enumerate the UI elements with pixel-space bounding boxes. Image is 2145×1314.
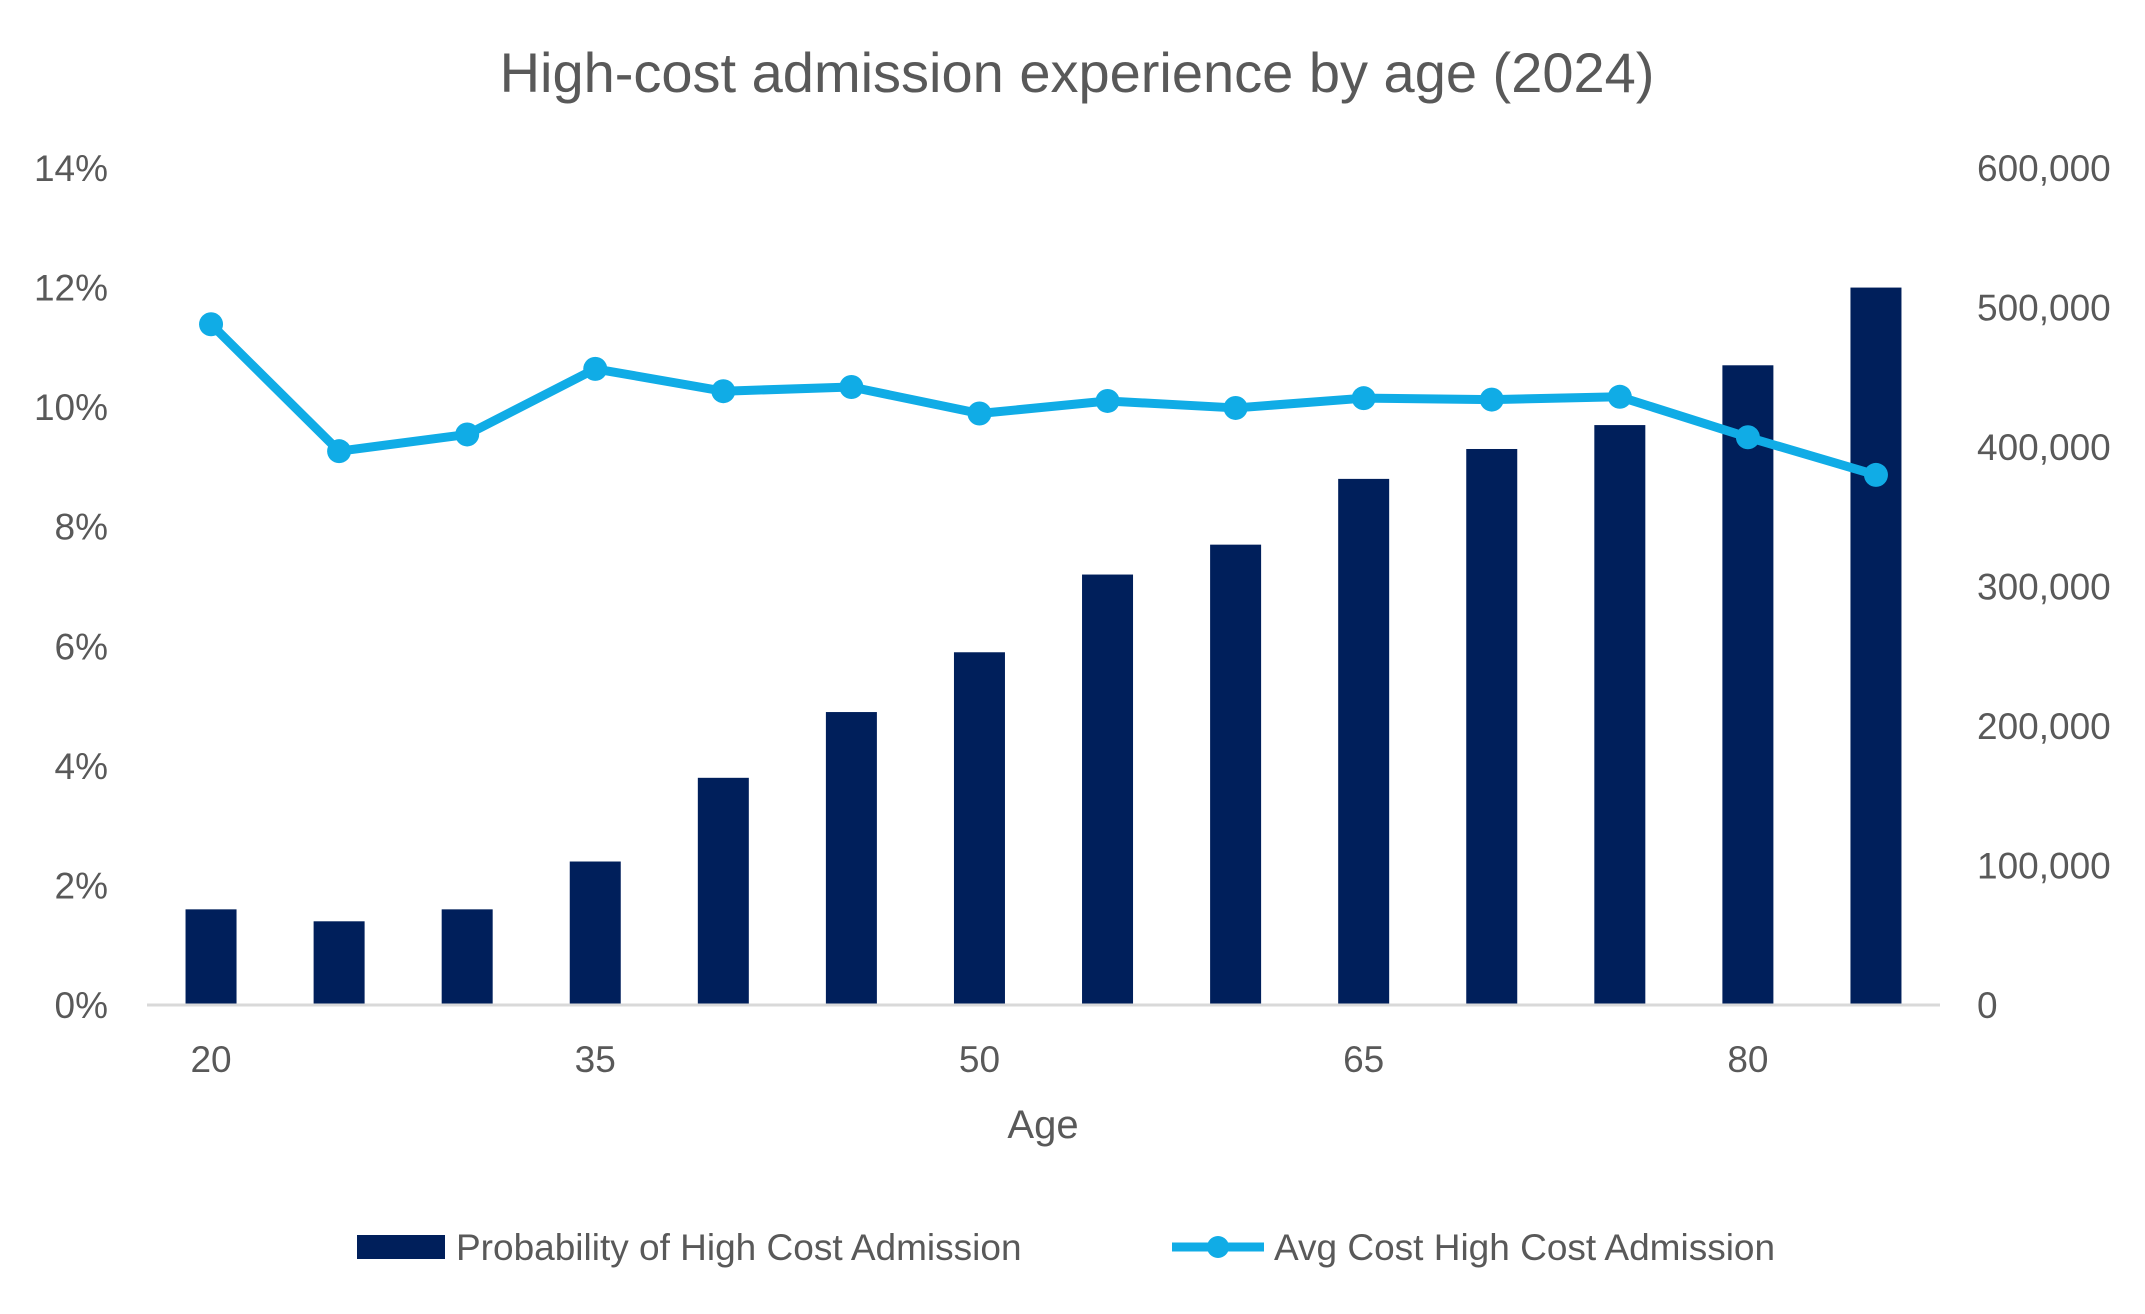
bar [953,652,1005,1005]
bar [185,909,237,1005]
legend-bar-swatch [357,1235,445,1259]
bar [1594,425,1646,1005]
line-point [839,375,864,400]
bar [569,861,621,1005]
line-point [455,422,480,447]
line-point [583,356,608,381]
y-tick-label: 0% [55,985,108,1026]
y2-tick-label: 200,000 [1977,706,2111,747]
y2-tick-label: 400,000 [1977,427,2111,468]
legend: Probability of High Cost Admission Avg C… [357,1227,1775,1268]
series-line [206,319,1881,480]
line-point [1479,387,1504,412]
bar [697,777,749,1005]
x-tick-label: 65 [1343,1039,1384,1080]
y-tick-label: 4% [55,746,108,787]
y-tick-label: 14% [34,148,108,189]
line-point [967,401,992,426]
legend-line-label: Avg Cost High Cost Admission [1274,1227,1775,1268]
line-point [1863,462,1888,487]
bar [441,909,493,1005]
y-tick-label: 10% [34,387,108,428]
bar [1466,448,1518,1005]
bar [1850,287,1902,1006]
y2-tick-label: 500,000 [1977,288,2111,329]
x-tick-label: 35 [575,1039,616,1080]
y2-tick-label: 0 [1977,985,1998,1026]
bar [313,921,365,1005]
line-point [711,379,736,404]
bar [825,712,877,1005]
y2-tick-label: 300,000 [1977,567,2111,608]
y-axis-right: 0 100,000 200,000 300,000 400,000 500,000 600,… [1977,148,2111,1026]
line-point [1223,395,1248,420]
y-tick-label: 8% [55,507,108,548]
line-series [199,312,1888,487]
line-point [1735,425,1760,450]
x-axis: 20 35 50 65 80 [190,1039,1768,1080]
x-axis-label: Age [1007,1103,1078,1147]
line-point [1095,388,1120,413]
y-axis-left: 0% 2% 4% 6% 8% 10% 12% 14% [34,148,108,1026]
legend-line-marker [1207,1236,1229,1258]
bar-series [185,287,1902,1006]
bar [1338,478,1390,1005]
y2-tick-label: 600,000 [1977,148,2111,189]
y-tick-label: 2% [55,865,108,906]
line-point [1351,386,1376,411]
x-tick-label: 50 [959,1039,1000,1080]
bar [1082,574,1134,1005]
chart-title: High-cost admission experience by age (2… [500,41,1655,104]
line-point [327,439,352,464]
line-point [199,312,224,337]
line-point [1607,384,1632,409]
y2-tick-label: 100,000 [1977,846,2111,887]
y-tick-label: 6% [55,626,108,667]
bar [1210,544,1262,1005]
legend-bar-label: Probability of High Cost Admission [456,1227,1022,1268]
bar [1722,365,1774,1005]
x-tick-label: 20 [190,1039,231,1080]
y-tick-label: 12% [34,268,108,309]
x-tick-label: 80 [1727,1039,1768,1080]
